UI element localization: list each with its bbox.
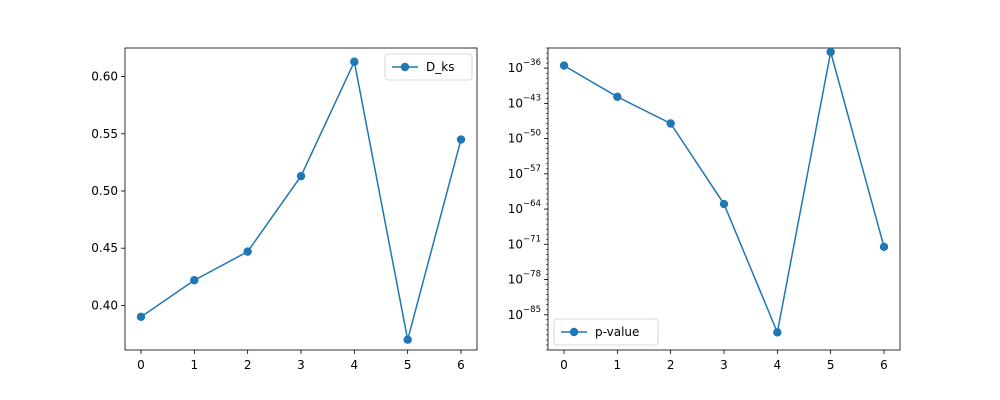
data-point — [296, 171, 306, 181]
legend: D_ks — [384, 53, 473, 81]
series-line — [563, 51, 885, 335]
legend-box — [553, 318, 659, 346]
y-tick-label: 0.50 — [91, 184, 118, 198]
y-tick-base: 10 — [508, 132, 523, 146]
axes-frame — [547, 47, 901, 351]
x-tick-label: 6 — [457, 358, 465, 372]
y-tick-exponent: −85 — [523, 305, 541, 315]
y-tick-base: 10 — [508, 308, 523, 322]
data-point — [559, 61, 569, 70]
data-point — [773, 328, 782, 337]
y-tick-base: 10 — [508, 202, 523, 216]
data-point — [613, 92, 622, 102]
data-point — [879, 242, 889, 251]
y-tick-label: 0.55 — [91, 127, 118, 141]
legend-label: p-value — [595, 325, 639, 339]
x-tick-label: 1 — [191, 358, 199, 372]
y-tick-exponent: −36 — [523, 58, 541, 68]
axes-frame — [124, 47, 478, 351]
x-tick-label: 4 — [774, 358, 782, 372]
y-tick-label: 10−36 — [508, 58, 541, 75]
y-tick-exponent: −50 — [523, 129, 541, 139]
y-tick-base: 10 — [508, 96, 523, 110]
data-point — [826, 47, 835, 57]
y-tick-base: 10 — [508, 167, 523, 181]
y-tick-label: 10−50 — [508, 129, 541, 146]
x-tick-label: 0 — [137, 358, 145, 372]
data-point — [456, 135, 466, 144]
x-tick-label: 3 — [720, 358, 728, 372]
y-tick-label: 10−71 — [508, 234, 541, 251]
y-tick-exponent: −43 — [523, 93, 541, 103]
y-tick-label: 10−78 — [508, 270, 541, 287]
data-point — [190, 276, 199, 285]
series-line — [140, 59, 462, 340]
x-tick-label: 4 — [351, 358, 359, 372]
y-tick-base: 10 — [508, 273, 523, 287]
y-tick-base: 10 — [508, 61, 523, 75]
y-tick-label: 0.45 — [91, 241, 118, 255]
legend-label: D_ks — [426, 60, 454, 74]
y-tick-base: 10 — [508, 237, 523, 251]
data-point — [666, 119, 675, 128]
y-tick-exponent: −78 — [523, 270, 541, 280]
x-tick-label: 5 — [404, 358, 412, 372]
y-tick-label: 0.60 — [91, 70, 118, 84]
legend: p-value — [553, 318, 659, 346]
y-tick-label: 0.40 — [91, 298, 118, 312]
data-point — [350, 57, 359, 66]
x-tick-label: 6 — [880, 358, 888, 372]
data-point — [403, 335, 412, 344]
x-tick-label: 5 — [827, 358, 835, 372]
y-tick-label: 10−57 — [508, 164, 541, 181]
data-point — [243, 247, 252, 256]
x-tick-label: 2 — [244, 358, 252, 372]
x-tick-label: 2 — [667, 358, 675, 372]
y-tick-label: 10−64 — [508, 199, 541, 216]
x-tick-label: 0 — [560, 358, 568, 372]
chart-left-d-ks: 0 1 2 3 4 5 6 0.40 0.45 0.50 0.55 0.60 D_ks — [91, 47, 478, 372]
legend-marker — [569, 327, 579, 337]
legend-marker — [400, 62, 410, 72]
x-tick-label: 1 — [614, 358, 622, 372]
chart-right-p-value: 0 1 2 3 4 5 610−3610−4310−5010−5710−6410−7110−… — [508, 47, 901, 372]
y-tick-exponent: −64 — [523, 199, 541, 209]
legend-box — [384, 53, 473, 81]
y-tick-label: 10−43 — [508, 93, 541, 110]
data-point — [136, 312, 146, 322]
x-tick-label: 3 — [297, 358, 305, 372]
y-tick-label: 10−85 — [508, 305, 541, 322]
y-tick-exponent: −71 — [523, 234, 541, 244]
data-point — [719, 199, 729, 209]
y-tick-exponent: −57 — [523, 164, 541, 174]
